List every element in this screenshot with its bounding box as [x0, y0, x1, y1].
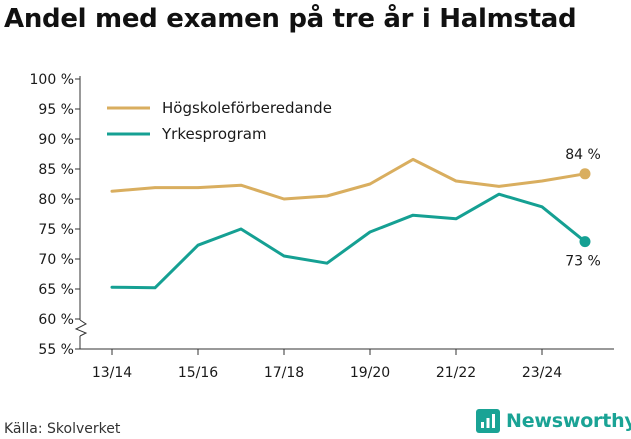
- data-point: [239, 227, 243, 231]
- data-point: [454, 179, 458, 183]
- data-point: [196, 186, 200, 189]
- end-point-marker: [579, 168, 591, 180]
- source-note: Källa: Skolverket: [4, 421, 121, 437]
- series-h-gskolef-rberedande: 84 %: [110, 147, 601, 201]
- x-tick-label: 17/18: [264, 365, 304, 381]
- y-tick-label: 95 %: [38, 102, 74, 118]
- y-tick-label: 80 %: [38, 192, 74, 208]
- data-point: [325, 194, 329, 198]
- data-point: [110, 190, 114, 193]
- data-point: [454, 217, 458, 220]
- data-point: [368, 230, 372, 234]
- data-point: [411, 158, 415, 161]
- data-point: [239, 184, 243, 187]
- data-point: [282, 197, 286, 201]
- data-point: [153, 286, 157, 289]
- data-point: [153, 186, 157, 189]
- data-point: [497, 185, 501, 188]
- data-point: [411, 214, 415, 217]
- brand-logo: Newsworthy: [476, 409, 631, 433]
- end-value-label: 73 %: [565, 254, 601, 270]
- series-line: [110, 192, 587, 290]
- legend-item-yrkesprogram: Yrkesprogram: [107, 125, 267, 143]
- x-tick-label: 15/16: [178, 365, 218, 381]
- data-point: [282, 254, 286, 258]
- x-tick-label: 23/24: [522, 365, 562, 381]
- newsworthy-logo-icon: [476, 409, 500, 433]
- data-point: [110, 286, 114, 289]
- line-chart: 55 % 60 % 65 % 70 % 75 % 80 % 85 % 90 % 95 % 100 …: [30, 72, 614, 381]
- y-tick-label: 70 %: [38, 252, 74, 268]
- y-axis: 55 % 60 % 65 % 70 % 75 % 80 % 85 % 90 % 95 % 100 …: [30, 72, 88, 358]
- x-tick-label: 21/22: [436, 365, 476, 381]
- x-tick-label: 19/20: [350, 365, 390, 381]
- chart-title: Andel med examen på tre år i Halmstad: [4, 4, 577, 34]
- data-point: [325, 262, 329, 265]
- y-tick-label: 100 %: [30, 72, 74, 88]
- data-point: [368, 182, 372, 186]
- legend-item-h-gskolef-rberedande: Högskoleförberedande: [107, 99, 332, 117]
- x-tick-label: 13/14: [92, 365, 132, 381]
- end-point-marker: [579, 236, 591, 248]
- y-tick-label: 60 %: [38, 312, 74, 328]
- brand-name: Newsworthy: [506, 410, 631, 432]
- data-point: [196, 244, 200, 247]
- axis-break-icon: [74, 319, 88, 337]
- end-value-label: 84 %: [565, 147, 601, 163]
- x-axis: 13/14 15/16 17/18 19/20 21/22 23/24: [80, 348, 614, 381]
- y-tick-label: 65 %: [38, 282, 74, 298]
- legend-label: Högskoleförberedande: [162, 99, 332, 117]
- series-line: [110, 157, 587, 201]
- y-tick-label: 75 %: [38, 222, 74, 238]
- legend-label: Yrkesprogram: [161, 125, 267, 143]
- y-tick-label: 90 %: [38, 132, 74, 148]
- data-point: [497, 193, 501, 196]
- y-tick-label: 55 %: [38, 342, 74, 358]
- data-point: [540, 205, 544, 208]
- series-yrkesprogram: 73 %: [110, 192, 601, 290]
- y-tick-label: 85 %: [38, 162, 74, 178]
- legend: Högskoleförberedande Yrkesprogram: [107, 99, 332, 143]
- data-point: [540, 179, 544, 183]
- series-layer: 84 % 73 %: [110, 147, 601, 290]
